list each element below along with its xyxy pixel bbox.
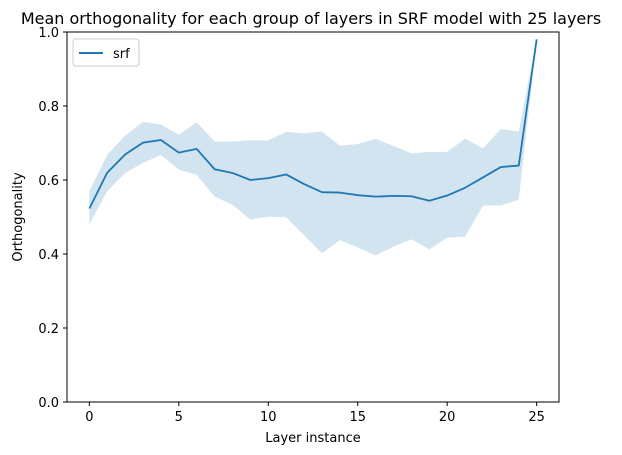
data-point-srf xyxy=(106,172,108,174)
data-point-srf xyxy=(196,148,198,150)
data-point-srf xyxy=(88,207,90,209)
y-tick-label: 0.0 xyxy=(38,396,59,411)
data-point-srf xyxy=(536,38,538,40)
data-point-srf xyxy=(357,194,359,196)
data-point-srf xyxy=(482,176,484,178)
x-tick-label: 25 xyxy=(528,410,545,425)
data-point-srf xyxy=(500,166,502,168)
data-point-srf xyxy=(393,195,395,197)
y-tick-label: 0.4 xyxy=(38,248,59,263)
data-point-srf xyxy=(249,179,251,181)
data-point-srf xyxy=(321,191,323,193)
data-point-srf xyxy=(231,172,233,174)
data-point-srf xyxy=(214,168,216,170)
data-point-srf xyxy=(178,152,180,154)
y-tick-label: 1.0 xyxy=(38,26,59,41)
x-axis-title: Layer instance xyxy=(265,431,360,446)
legend: srf xyxy=(72,38,140,67)
data-point-srf xyxy=(518,165,520,167)
legend-box xyxy=(72,38,140,67)
data-point-srf xyxy=(464,187,466,189)
y-axis: 0.0 0.2 0.4 0.6 0.8 1.0 xyxy=(38,26,67,411)
data-point-srf xyxy=(267,177,269,179)
data-point-srf xyxy=(285,173,287,175)
y-tick-label: 0.2 xyxy=(38,322,59,337)
x-tick-label: 15 xyxy=(349,410,366,425)
y-axis-title: Orthogonality xyxy=(11,172,26,262)
plot-area xyxy=(88,38,538,256)
x-tick-label: 20 xyxy=(439,410,456,425)
x-axis: 0 5 10 15 20 25 xyxy=(85,402,545,425)
data-point-srf xyxy=(142,142,144,144)
legend-label-srf: srf xyxy=(113,47,130,62)
y-tick-label: 0.6 xyxy=(38,174,59,189)
chart-title: Mean orthogonality for each group of lay… xyxy=(21,9,601,28)
data-point-srf xyxy=(446,195,448,197)
x-tick-label: 0 xyxy=(85,410,93,425)
data-point-srf xyxy=(339,192,341,194)
y-tick-label: 0.8 xyxy=(38,100,59,115)
data-point-srf xyxy=(375,196,377,198)
x-tick-label: 5 xyxy=(175,410,183,425)
data-point-srf xyxy=(160,139,162,141)
series-line-srf xyxy=(88,39,538,209)
data-point-srf xyxy=(124,153,126,155)
data-point-srf xyxy=(303,183,305,185)
axes-frame xyxy=(66,31,560,403)
data-point-srf xyxy=(410,195,412,197)
x-tick-label: 10 xyxy=(260,410,277,425)
data-point-srf xyxy=(428,200,430,202)
confidence-band-srf xyxy=(89,39,537,256)
